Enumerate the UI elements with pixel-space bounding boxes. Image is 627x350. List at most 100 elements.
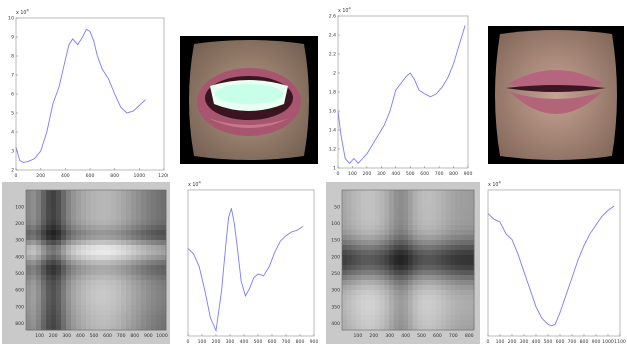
heatmap-cell xyxy=(379,315,385,321)
heatmap-cell xyxy=(450,225,456,231)
heatmap-cell xyxy=(116,315,122,321)
heatmap-cell xyxy=(431,280,437,286)
y-tick-label: 4 xyxy=(11,130,14,136)
heatmap-cell xyxy=(431,240,437,246)
heatmap-cell xyxy=(106,200,112,206)
heatmap-cell xyxy=(126,320,132,326)
heatmap-cell xyxy=(393,235,399,241)
heatmap-cell xyxy=(26,265,32,271)
data-point xyxy=(418,89,420,91)
data-point xyxy=(228,217,229,218)
heatmap-cell xyxy=(393,210,399,216)
heatmap-cell xyxy=(450,300,456,306)
data-point xyxy=(257,273,259,275)
heatmap-cell xyxy=(351,300,357,306)
heatmap-cell xyxy=(375,235,381,241)
heatmap-cell xyxy=(346,265,352,271)
heatmap-cell xyxy=(379,240,385,246)
data-point xyxy=(409,72,411,74)
data-point xyxy=(204,290,206,291)
heatmap-cell xyxy=(31,260,37,266)
heatmap-cell xyxy=(116,225,122,231)
heatmap-cell xyxy=(31,230,37,236)
heatmap-cell xyxy=(51,225,57,231)
heatmap-cell xyxy=(121,215,127,221)
plot-2: 0 100 200 300 400 500 600 700 800 900 1 1.2 1.4 1.6 1.… xyxy=(328,0,478,182)
heatmap-cell xyxy=(86,255,92,261)
heatmap-cell xyxy=(398,230,404,236)
heatmap-cell xyxy=(412,285,418,291)
heatmap-cell xyxy=(426,240,432,246)
heatmap-cell xyxy=(71,320,77,326)
heatmap-cell xyxy=(431,255,437,261)
heatmap-cell xyxy=(417,205,423,211)
heatmap-cell xyxy=(86,305,92,311)
heatmap-cell xyxy=(96,320,102,326)
heatmap-cell xyxy=(469,280,475,286)
heatmap-cell xyxy=(26,305,32,311)
heatmap-cell xyxy=(126,310,132,316)
heatmap-cell xyxy=(455,315,461,321)
series-line xyxy=(337,25,466,164)
heatmap-cell xyxy=(136,205,142,211)
heatmap-cell xyxy=(445,205,451,211)
data-point xyxy=(554,324,556,325)
heatmap-cell xyxy=(379,200,385,206)
heatmap-cell xyxy=(26,325,32,331)
heatmap-cell xyxy=(121,225,127,231)
heatmap-cell xyxy=(51,205,57,211)
heatmap-cell xyxy=(365,220,371,226)
heatmap-cell xyxy=(431,285,437,291)
heatmap-y-tick-label: 150 xyxy=(331,238,340,244)
heatmap-cell xyxy=(66,255,72,261)
heatmap-cell xyxy=(126,315,132,321)
heatmap-cell xyxy=(111,275,117,281)
heatmap-cell xyxy=(146,260,152,266)
heatmap-cell xyxy=(459,265,465,271)
heatmap-cell xyxy=(156,220,162,226)
heatmap-cell xyxy=(121,320,127,326)
heatmap-cell xyxy=(346,200,352,206)
heatmap-cell xyxy=(403,315,409,321)
heatmap-cell xyxy=(464,310,470,316)
heatmap-cell xyxy=(426,260,432,266)
heatmap-cell xyxy=(126,285,132,291)
heatmap-cell xyxy=(101,235,107,241)
heatmap-cell xyxy=(51,235,57,241)
heatmap-cell xyxy=(26,230,32,236)
heatmap-cell xyxy=(126,215,132,221)
heatmap-cell xyxy=(459,230,465,236)
heatmap-frame xyxy=(341,189,475,331)
heatmap-cell xyxy=(464,300,470,306)
heatmap-cell xyxy=(91,225,97,231)
heatmap-cell xyxy=(360,320,366,326)
heatmap-cell xyxy=(96,295,102,301)
heatmap-cell xyxy=(91,305,97,311)
heatmap-cell xyxy=(111,310,117,316)
heatmap-cell xyxy=(384,285,390,291)
heatmap-cell xyxy=(61,275,67,281)
heatmap-cell xyxy=(384,325,390,331)
heatmap-cells xyxy=(26,190,167,331)
heatmap-cell xyxy=(86,310,92,316)
x-tick-label: 300 xyxy=(377,171,386,177)
heatmap-cell xyxy=(136,325,142,331)
heatmap-cell xyxy=(151,300,157,306)
heatmap-cell xyxy=(455,290,461,296)
heatmap-cell xyxy=(375,310,381,316)
heatmap-cell xyxy=(51,305,57,311)
heatmap-cell xyxy=(161,210,167,216)
heatmap-cell xyxy=(408,295,414,301)
heatmap-cell xyxy=(365,270,371,276)
heatmap-cell xyxy=(151,210,157,216)
heatmap-cell xyxy=(26,275,32,281)
heatmap-cell xyxy=(360,225,366,231)
heatmap-cell xyxy=(81,245,87,251)
heatmap-cell xyxy=(469,265,475,271)
heatmap-cell xyxy=(431,245,437,251)
heatmap-cell xyxy=(370,205,376,211)
heatmap-cell xyxy=(469,305,475,311)
data-point xyxy=(97,55,98,57)
heatmap-cell xyxy=(422,235,428,241)
